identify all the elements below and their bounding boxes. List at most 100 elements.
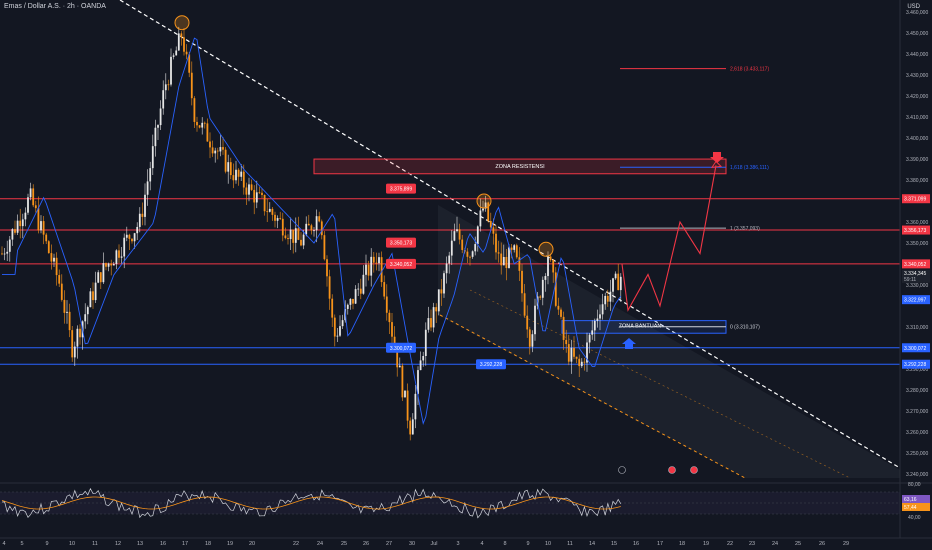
candle-body [235, 169, 237, 181]
candle-body [583, 361, 586, 363]
candle-body [609, 291, 612, 302]
candle-body [339, 326, 341, 336]
candle-body [453, 231, 456, 241]
candle-body [528, 329, 531, 347]
event-flag-icon[interactable] [618, 466, 626, 474]
candle-body [209, 141, 211, 148]
rsi-line [1, 487, 622, 519]
price-level-badge-label: 3.292,228 [904, 362, 926, 368]
price-level-badge-label: 3.340,052 [904, 262, 926, 268]
candle-body [105, 263, 107, 267]
fib-level-label: 1,618 (3.386,111) [730, 165, 769, 171]
candle-body [58, 275, 61, 284]
candle-body [443, 273, 445, 294]
down-arrow-icon [710, 152, 724, 163]
candle-body [562, 316, 565, 340]
candle-body [193, 98, 196, 122]
candle-body [430, 318, 432, 328]
candle-body [448, 255, 451, 264]
candle-body [240, 171, 243, 177]
candle-body [190, 72, 193, 99]
candle-body [565, 339, 568, 345]
candle-body [53, 257, 55, 262]
candle-body [458, 229, 461, 240]
time-axis-tick: 22 [293, 541, 299, 547]
candle-body [222, 147, 224, 150]
symbol-title[interactable]: Emas / Dollar A.S. · 2h · OANDA [4, 3, 106, 10]
candle-body [201, 122, 204, 128]
time-axis-tick: 25 [795, 541, 801, 547]
candle-body [482, 208, 484, 211]
candle-body [125, 234, 128, 238]
candle-body [294, 228, 297, 243]
price-axis-tick: 3.460,000 [906, 10, 928, 16]
candle-body [539, 296, 542, 298]
currency-label[interactable]: USD [907, 4, 920, 10]
candle-body [406, 390, 409, 421]
candle-body [352, 298, 354, 304]
candle-body [40, 221, 42, 231]
candle-body [131, 238, 133, 242]
event-flag-icon[interactable] [690, 466, 698, 474]
price-axis-tick: 3.310,000 [906, 325, 928, 331]
candle-body [261, 192, 263, 195]
candle-body [245, 187, 248, 195]
candle-body [370, 256, 373, 276]
candle-body [469, 256, 471, 258]
candle-body [248, 184, 250, 195]
candle-body [86, 307, 89, 315]
candle-body [505, 257, 508, 268]
price-annotation-pill [386, 342, 416, 353]
swing-high-marker [538, 241, 554, 257]
resistance-zone-label: ZONA RESISTENSI [495, 164, 545, 170]
price-axis-tick: 3.420,000 [906, 94, 928, 100]
candle-body [6, 251, 9, 254]
candle-body [523, 293, 526, 316]
resistance-zone[interactable] [313, 158, 727, 175]
candle-body [354, 289, 357, 304]
time-axis-tick: 20 [249, 541, 255, 547]
candle-body [593, 320, 596, 331]
time-axis-tick: 30 [409, 541, 415, 547]
candle-body [500, 253, 503, 266]
candle-body [513, 245, 516, 250]
price-level-badge [902, 225, 930, 235]
price-axis-tick: 3.410,000 [906, 115, 928, 121]
candle-body [331, 298, 334, 318]
event-flag-icon[interactable] [668, 466, 676, 474]
candle-body [515, 245, 518, 258]
candle-body [557, 305, 560, 310]
candle-body [214, 150, 217, 154]
candle-body [484, 202, 487, 209]
candle-body [378, 257, 380, 264]
fib-level-label: 0 (3.310,107) [730, 325, 760, 331]
candle-body [144, 194, 146, 217]
channel-mid-line [469, 289, 851, 479]
swing-high-marker [476, 193, 492, 209]
candle-body [34, 205, 37, 209]
candle-body [372, 256, 375, 263]
time-axis-tick: 24 [772, 541, 778, 547]
candle-body [427, 318, 430, 330]
candle-body [279, 218, 282, 219]
candle-body [391, 322, 393, 337]
candle-body [250, 184, 253, 190]
candle-body [476, 226, 479, 245]
candle-body [19, 220, 22, 227]
candle-body [541, 279, 544, 298]
candle-body [591, 330, 594, 335]
candle-body [76, 328, 79, 347]
last-price-label: 3.334,345 [904, 271, 926, 277]
candle-body [404, 390, 406, 398]
candle-body [450, 240, 453, 256]
candle-body [336, 335, 339, 337]
candle-body [16, 220, 19, 233]
up-arrow-icon [622, 338, 636, 349]
candle-body [203, 122, 206, 124]
candle-body [146, 181, 149, 195]
candle-body [120, 256, 123, 258]
time-axis-tick: 14 [589, 541, 595, 547]
candle-body [424, 329, 427, 357]
candle-body [115, 250, 118, 265]
